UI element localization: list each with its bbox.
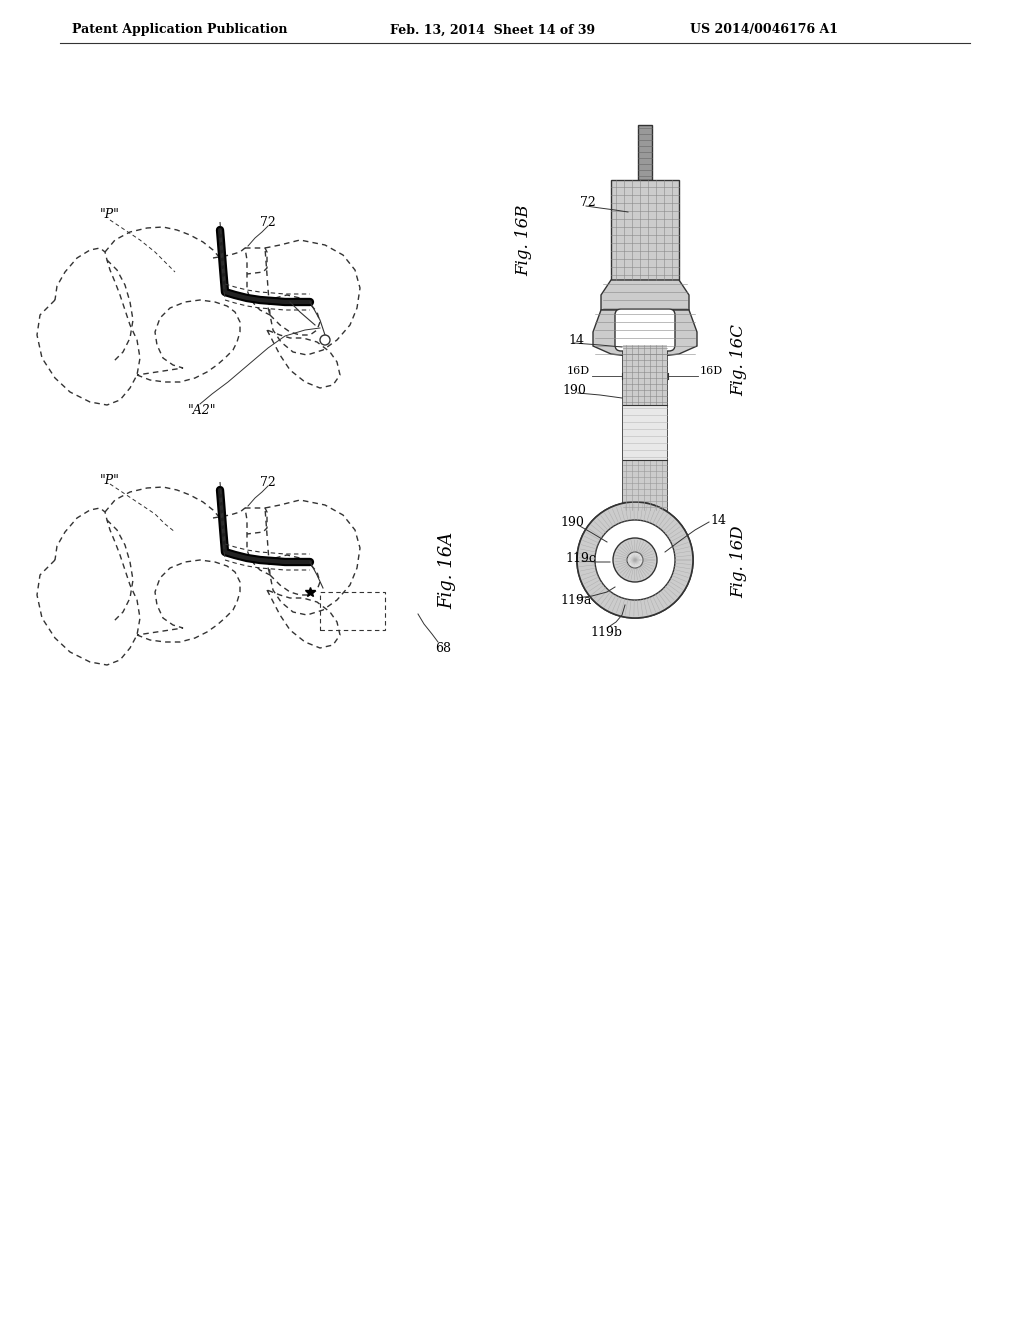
Bar xyxy=(319,591,385,630)
Text: 16D: 16D xyxy=(567,366,590,376)
Text: 14: 14 xyxy=(710,513,726,527)
Text: Patent Application Publication: Patent Application Publication xyxy=(72,24,288,37)
Text: 119a: 119a xyxy=(560,594,592,606)
Text: 68: 68 xyxy=(435,642,451,655)
Text: Fig. 16C: Fig. 16C xyxy=(730,323,746,396)
Polygon shape xyxy=(601,280,689,310)
Text: Feb. 13, 2014  Sheet 14 of 39: Feb. 13, 2014 Sheet 14 of 39 xyxy=(390,24,595,37)
Circle shape xyxy=(577,502,693,618)
Text: Fig. 16B: Fig. 16B xyxy=(515,205,532,276)
Text: 16D: 16D xyxy=(700,366,723,376)
Bar xyxy=(611,180,679,280)
Bar xyxy=(638,125,652,180)
Circle shape xyxy=(613,539,657,582)
Text: Fig. 16D: Fig. 16D xyxy=(730,525,746,598)
FancyBboxPatch shape xyxy=(615,309,675,351)
Bar xyxy=(623,459,667,510)
Bar xyxy=(623,335,667,535)
Circle shape xyxy=(627,552,643,568)
Bar xyxy=(623,345,667,405)
Text: 72: 72 xyxy=(260,475,275,488)
Text: "P": "P" xyxy=(100,474,120,487)
Text: 14: 14 xyxy=(568,334,584,346)
Circle shape xyxy=(595,520,675,601)
Text: 72: 72 xyxy=(580,195,596,209)
Polygon shape xyxy=(593,310,697,358)
Text: 119b: 119b xyxy=(590,626,622,639)
Text: "P": "P" xyxy=(100,209,120,222)
Text: US 2014/0046176 A1: US 2014/0046176 A1 xyxy=(690,24,838,37)
Text: 190: 190 xyxy=(560,516,584,528)
Text: 119c: 119c xyxy=(565,552,596,565)
Text: "A2": "A2" xyxy=(188,404,216,417)
Text: 190: 190 xyxy=(562,384,586,396)
Text: 72: 72 xyxy=(260,215,275,228)
Bar xyxy=(623,405,667,459)
Text: Fig. 16A: Fig. 16A xyxy=(438,532,456,609)
